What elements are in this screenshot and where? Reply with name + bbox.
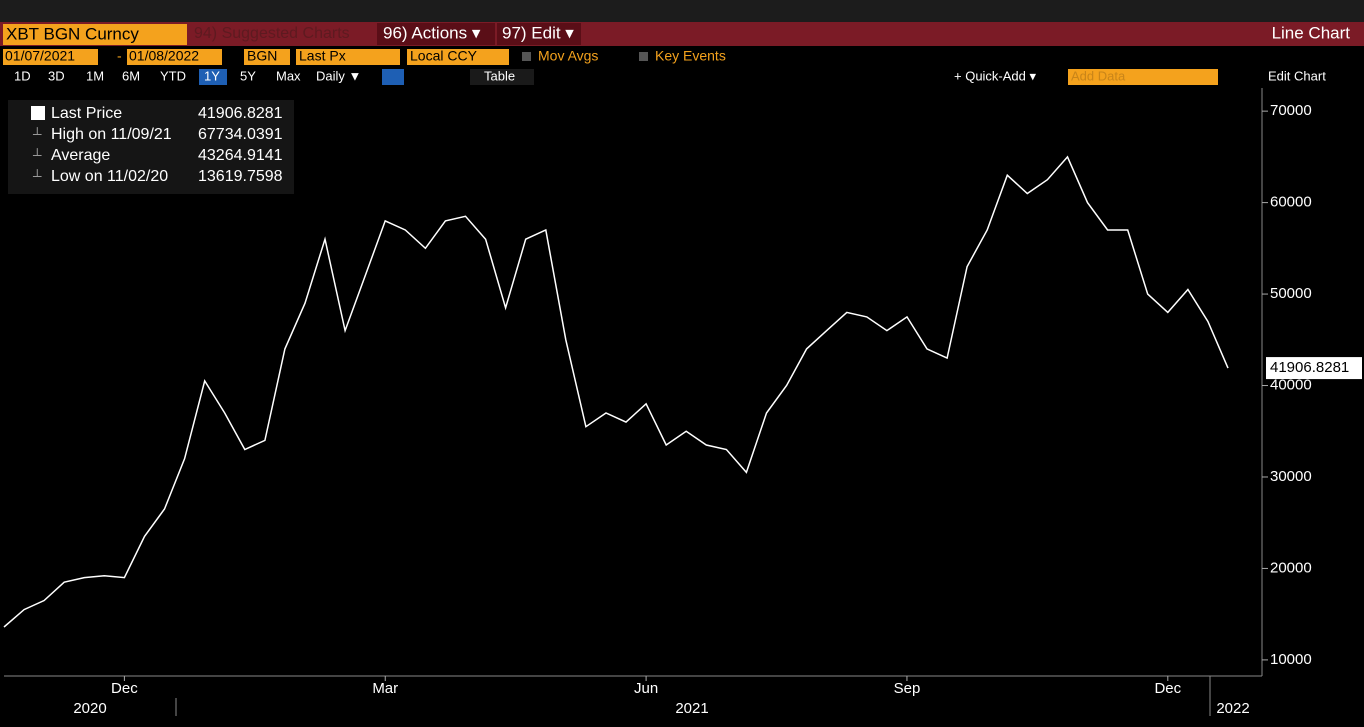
price-line xyxy=(3,155,1229,628)
mov-avgs-checkbox[interactable] xyxy=(522,52,531,61)
period-button[interactable]: 3D xyxy=(48,68,65,83)
currency-field[interactable] xyxy=(407,49,509,65)
x-tick-label: Mar xyxy=(372,680,398,697)
legend-stat-icon: ┴ xyxy=(32,169,42,183)
window-top xyxy=(0,0,1364,22)
frequency[interactable]: Daily ▼ xyxy=(316,68,361,83)
table-bg xyxy=(470,69,534,85)
period-buttons: 1D 3D 1M 6M YTD 1Y 5Y Max xyxy=(14,68,301,85)
edit-chart[interactable]: Edit Chart xyxy=(1268,68,1326,83)
quick-add[interactable]: + Quick-Add ▾ xyxy=(954,68,1037,83)
line-style-button[interactable] xyxy=(382,69,404,85)
edit-bg xyxy=(497,23,581,45)
table-button[interactable]: Table xyxy=(484,68,515,83)
date-dash: - xyxy=(117,48,122,64)
year-label: 2022 xyxy=(1216,700,1249,717)
key-events[interactable]: Key Events xyxy=(655,48,726,64)
field: Last Px xyxy=(299,48,346,64)
legend-swatch xyxy=(31,106,45,120)
period-button[interactable]: 1Y xyxy=(204,68,220,83)
x-tick-label: Jun xyxy=(634,680,658,697)
last-value-label: 41906.8281 xyxy=(1270,359,1349,376)
legend-stat-icon: ┴ xyxy=(32,148,42,162)
y-tick-label: 50000 xyxy=(1270,285,1312,302)
source: BGN xyxy=(247,48,277,64)
x-tick-label: Dec xyxy=(111,680,138,697)
end-field[interactable] xyxy=(127,49,222,65)
legend-stat-label: High on 11/09/21 xyxy=(51,126,172,143)
legend-stat-value: 43264.9141 xyxy=(198,147,283,164)
start-date: 01/07/2021 xyxy=(5,48,75,64)
year-label: 2020 xyxy=(73,700,106,717)
mov-avgs[interactable]: Mov Avgs xyxy=(538,48,598,64)
legend-stat-label: Low on 11/02/20 xyxy=(51,168,168,185)
period-button[interactable]: 5Y xyxy=(240,68,256,83)
period-active xyxy=(199,69,227,85)
edit-button[interactable]: 97) Edit ▾ xyxy=(502,23,574,42)
period-button[interactable]: 1D xyxy=(14,68,31,83)
period-button[interactable]: Max xyxy=(276,68,301,83)
actions-bg xyxy=(377,23,495,45)
suggested-button[interactable]: 94) Suggested Charts xyxy=(194,25,350,42)
year-label: 2021 xyxy=(675,700,708,717)
field-field[interactable] xyxy=(296,49,400,65)
security: XBT BGN Curncy xyxy=(6,24,139,43)
legend-box xyxy=(8,100,294,194)
chart-kind: Line Chart xyxy=(1272,23,1351,42)
source-field[interactable] xyxy=(244,49,290,65)
y-tick-label: 40000 xyxy=(1270,376,1312,393)
y-tick-label: 60000 xyxy=(1270,194,1312,211)
end-date: 01/08/2022 xyxy=(129,48,199,64)
legend-stat-value: 13619.7598 xyxy=(198,168,283,185)
key-events-checkbox[interactable] xyxy=(639,52,648,61)
period-button[interactable]: 1M xyxy=(86,68,104,83)
y-tick-label: 30000 xyxy=(1270,468,1312,485)
legend-stat-value: 67734.0391 xyxy=(198,126,283,143)
add-data-field[interactable] xyxy=(1068,69,1218,85)
legend-stat-icon: ┴ xyxy=(32,127,42,141)
x-tick-label: Dec xyxy=(1154,680,1181,697)
y-tick-label: 10000 xyxy=(1270,651,1312,668)
last-value-tag xyxy=(1266,357,1362,380)
x-tick-label: Sep xyxy=(894,680,921,697)
actions-button[interactable]: 96) Actions ▾ xyxy=(383,23,481,42)
add-data: Add Data xyxy=(1071,68,1126,83)
currency: Local CCY xyxy=(410,48,478,64)
legend-stat-label: Average xyxy=(51,147,110,164)
legend-name: Last Price xyxy=(51,105,122,122)
legend-value: 41906.8281 xyxy=(198,105,283,122)
period-button[interactable]: YTD xyxy=(160,68,186,83)
title-strip xyxy=(0,22,1364,46)
y-tick-label: 20000 xyxy=(1270,559,1312,576)
start-field[interactable] xyxy=(3,49,98,65)
y-tick-label: 70000 xyxy=(1270,102,1312,119)
period-button[interactable]: 6M xyxy=(122,68,140,83)
security-field[interactable] xyxy=(3,24,187,45)
